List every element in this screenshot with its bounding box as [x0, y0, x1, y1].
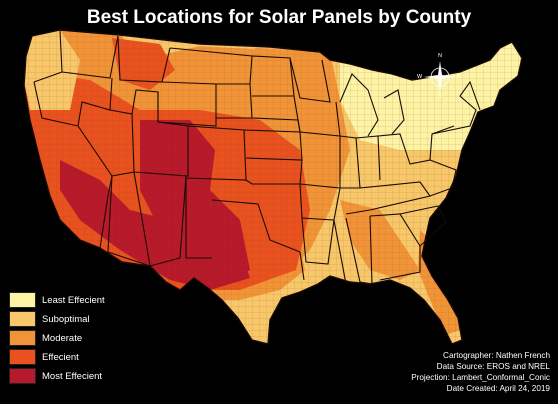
compass-rose: N S E W — [417, 53, 462, 99]
border-va-wv — [429, 159, 457, 197]
border-wi-mi — [339, 73, 379, 137]
compass-south-label: S — [438, 93, 442, 99]
legend-swatch — [9, 292, 36, 308]
border-la — [301, 217, 335, 265]
map-credits: Cartographer: Nathen French Data Source:… — [411, 350, 550, 394]
border-or-ca-nv — [33, 77, 113, 127]
border-ok-tx — [211, 159, 305, 281]
legend-swatch — [9, 311, 36, 327]
legend-swatch — [9, 368, 36, 384]
border-mt-nd — [169, 47, 253, 85]
map-title: Best Locations for Solar Panels by Count… — [86, 7, 472, 28]
border-mn-ia — [289, 57, 341, 137]
credit-projection: Projection: Lambert_Conformal_Conic — [411, 373, 550, 382]
legend-label: Suboptimal — [42, 313, 90, 325]
legend-label: Least Effecient — [42, 294, 105, 306]
border-ms-al — [333, 215, 373, 285]
legend-item-efficient: Effecient — [9, 348, 105, 366]
legend-label: Most Effecient — [42, 370, 103, 382]
border-nv-ut — [109, 109, 135, 177]
legend: Least Effecient Suboptimal Moderate Effe… — [9, 291, 105, 386]
legend-item-suboptimal: Suboptimal — [9, 310, 105, 328]
border-co — [185, 125, 247, 259]
border-ny-ne — [431, 80, 481, 135]
credit-date: Date Created: April 24, 2019 — [446, 384, 550, 393]
credit-data-source: Data Source: EROS and NREL — [436, 362, 550, 371]
legend-item-least-efficient: Least Effecient — [9, 291, 105, 309]
border-wy — [157, 81, 217, 127]
border-sc-nc — [399, 205, 447, 247]
border-az-nm — [107, 171, 187, 267]
border-id-mt — [117, 35, 171, 83]
credit-cartographer: Cartographer: Nathen French — [443, 351, 550, 360]
compass-north-label: N — [438, 53, 442, 59]
legend-label: Moderate — [42, 332, 83, 344]
legend-label: Effecient — [42, 351, 79, 363]
border-michigan — [383, 89, 405, 135]
compass-icon — [424, 61, 456, 93]
legend-swatch — [9, 349, 36, 365]
legend-item-most-efficient: Most Effecient — [9, 367, 105, 385]
compass-west-label: W — [417, 74, 423, 80]
compass-east-label: E — [457, 74, 461, 80]
state-borders — [23, 29, 523, 345]
border-wa-or — [33, 29, 119, 83]
border-ca-nv — [77, 125, 113, 249]
legend-swatch — [9, 330, 36, 346]
legend-item-moderate: Moderate — [9, 329, 105, 347]
